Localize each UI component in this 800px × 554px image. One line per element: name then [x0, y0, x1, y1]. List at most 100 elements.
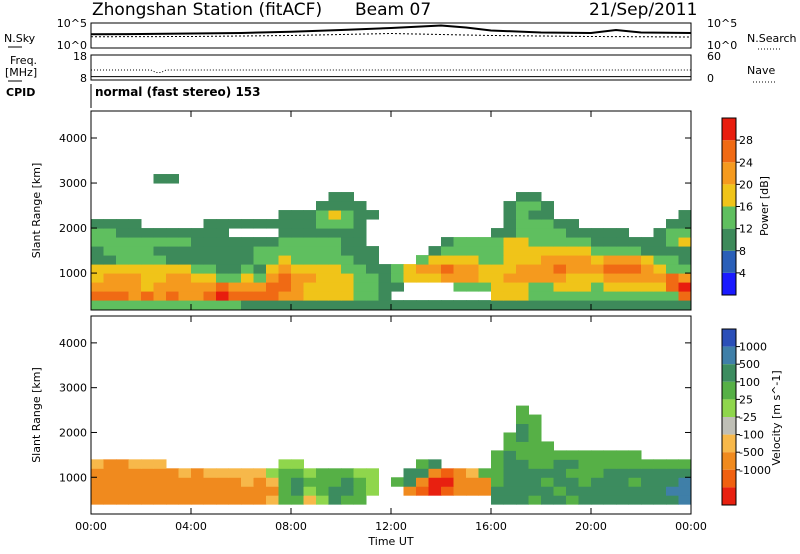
- power-cell: [591, 264, 604, 274]
- power-cell: [253, 255, 267, 265]
- velocity-cell: [516, 459, 529, 469]
- power-cell: [478, 300, 492, 310]
- velocity-cell: [191, 495, 204, 505]
- date-label: 21/Sep/2011: [589, 0, 698, 20]
- velocity-cell: [528, 423, 542, 433]
- power-cell: [303, 282, 317, 292]
- power-cell: [316, 210, 329, 220]
- velocity-cell: [128, 495, 142, 505]
- power-cell: [178, 255, 192, 265]
- power-cell: [341, 192, 354, 202]
- power-cell: [416, 264, 429, 274]
- velocity-cell: [666, 486, 679, 496]
- power-ytick-label: 4000: [59, 132, 87, 145]
- power-cell: [166, 255, 179, 265]
- power-cell: [541, 219, 554, 229]
- power-cell: [528, 210, 542, 220]
- power-cell: [216, 255, 229, 265]
- velocity-cell: [328, 486, 342, 496]
- power-cell: [203, 291, 217, 301]
- velocity-heatmap-cells: [91, 405, 692, 505]
- power-ylabel: Slant Range [km]: [30, 163, 43, 259]
- velocity-cell: [278, 477, 292, 487]
- power-cell: [353, 255, 367, 265]
- power-cell: [116, 255, 129, 265]
- velocity-cell: [628, 486, 642, 496]
- velocity-cell: [416, 468, 429, 478]
- power-cell: [353, 210, 367, 220]
- velocity-cell: [141, 468, 154, 478]
- power-cell: [516, 246, 529, 256]
- xtick-label: 12:00: [375, 520, 407, 533]
- power-cell: [353, 264, 367, 274]
- velocity-cell: [341, 468, 354, 478]
- power-cell: [616, 273, 629, 283]
- power-cell: [378, 282, 392, 292]
- power-cell: [478, 273, 492, 283]
- velocity-cell: [353, 468, 367, 478]
- power-cell: [341, 228, 354, 238]
- power-cell: [641, 300, 654, 310]
- power-cell: [291, 300, 304, 310]
- power-cell: [278, 228, 292, 238]
- power-cell: [403, 300, 417, 310]
- velocity-cell: [641, 468, 654, 478]
- power-cell: [453, 264, 467, 274]
- power-cell: [516, 282, 529, 292]
- power-cell: [628, 282, 642, 292]
- velocity-cell: [666, 495, 679, 505]
- power-cell: [353, 228, 367, 238]
- power-cell: [116, 219, 129, 229]
- power-cell: [328, 246, 342, 256]
- power-cell: [616, 228, 629, 238]
- velocity-cell: [591, 486, 604, 496]
- power-cell: [216, 300, 229, 310]
- velocity-cell: [241, 495, 254, 505]
- power-cell: [228, 246, 242, 256]
- power-cell: [653, 273, 667, 283]
- power-cell: [428, 255, 442, 265]
- power-cell: [153, 300, 167, 310]
- velocity-cell: [266, 468, 279, 478]
- velocity-cell: [591, 477, 604, 487]
- power-cell: [491, 291, 504, 301]
- power-cell: [328, 264, 342, 274]
- power-cell: [91, 300, 104, 310]
- power-cell: [553, 219, 567, 229]
- power-cell: [253, 282, 267, 292]
- velocity-cell: [653, 468, 667, 478]
- cpid-label: CPID: [6, 86, 35, 99]
- velocity-cell: [153, 486, 167, 496]
- velocity-ytick-label: 2000: [59, 426, 87, 439]
- power-cell: [153, 264, 167, 274]
- power-cell: [203, 255, 217, 265]
- power-cell: [466, 246, 479, 256]
- power-cell: [441, 264, 454, 274]
- power-cell: [516, 219, 529, 229]
- power-cell: [316, 246, 329, 256]
- power-cell: [653, 291, 667, 301]
- power-cell: [541, 300, 554, 310]
- velocity-cell: [403, 477, 417, 487]
- power-cell: [316, 201, 329, 211]
- power-cell: [491, 273, 504, 283]
- velocity-cell: [666, 468, 679, 478]
- velocity-colorbar-swatch: [722, 399, 736, 417]
- velocity-cell: [541, 468, 554, 478]
- power-cell: [641, 246, 654, 256]
- power-cell: [503, 210, 517, 220]
- power-cell: [141, 273, 154, 283]
- power-cell: [678, 237, 692, 247]
- power-cell: [666, 228, 679, 238]
- power-cell: [528, 246, 542, 256]
- power-cell: [403, 273, 417, 283]
- power-cell: [578, 273, 592, 283]
- velocity-cell: [616, 459, 629, 469]
- velocity-cell: [616, 477, 629, 487]
- velocity-cell: [516, 477, 529, 487]
- power-cell: [478, 282, 492, 292]
- power-cell: [428, 264, 442, 274]
- velocity-cell: [128, 486, 142, 496]
- power-colorbar-label: 8: [739, 245, 746, 258]
- power-cell: [166, 291, 179, 301]
